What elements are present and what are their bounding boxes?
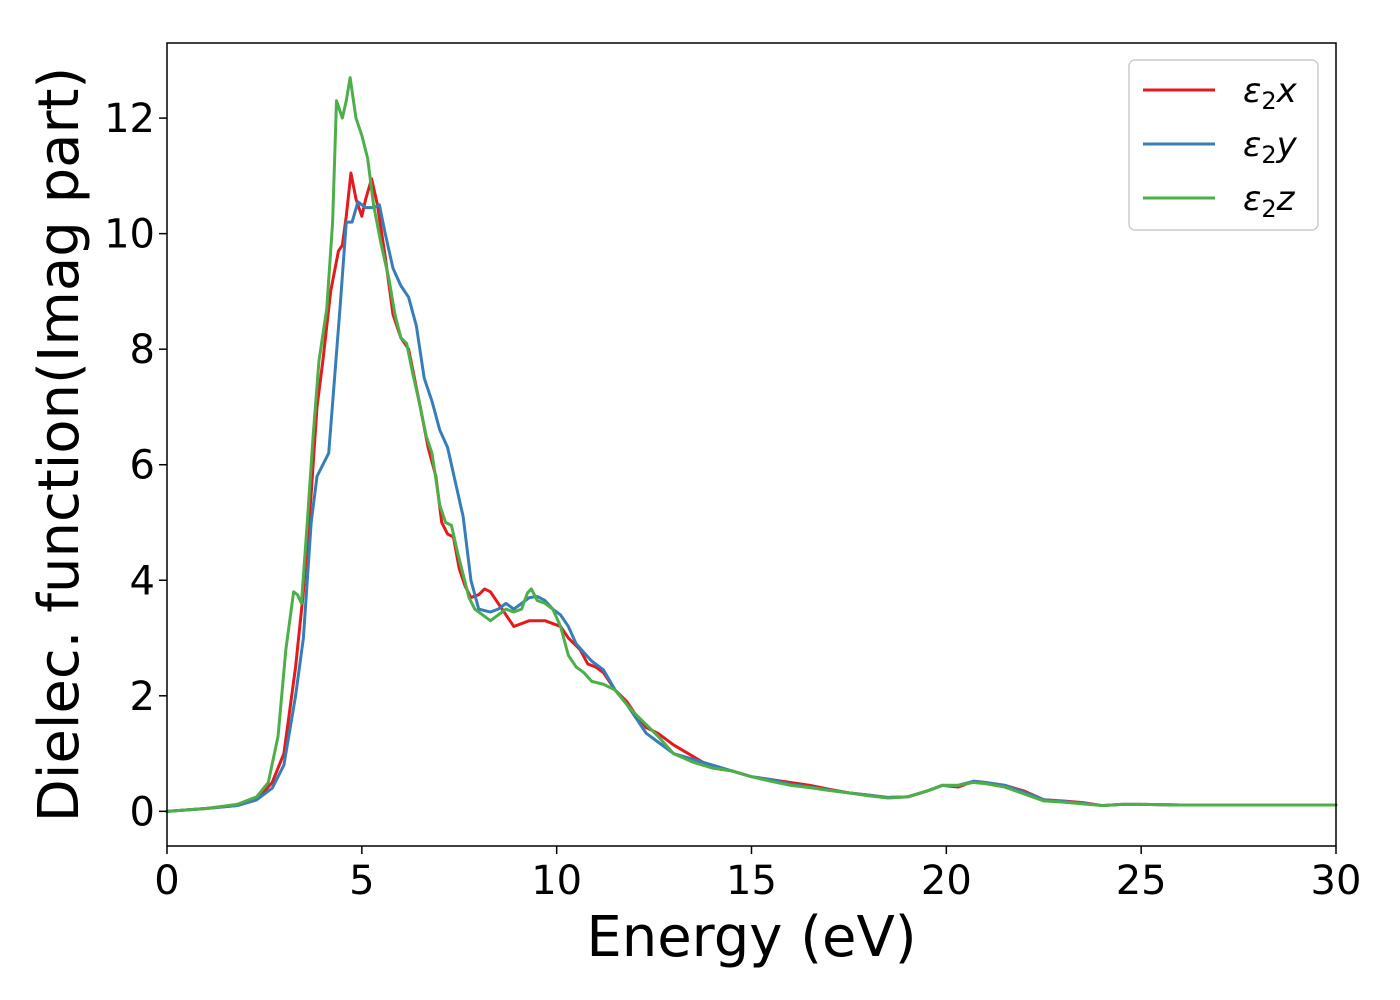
x-tick-label: 20 <box>921 858 972 904</box>
legend-label: ε2x <box>1243 71 1298 115</box>
series-layer <box>165 76 1338 813</box>
ticks-layer: 0 5 10 15 20 25 30 0 2 4 6 8 10 12 <box>104 96 1361 904</box>
legend-item-x: ε2x <box>1143 71 1298 115</box>
y-tick-label: 10 <box>104 212 155 258</box>
x-tick-label: 25 <box>1116 858 1167 904</box>
y-tick-label: 6 <box>130 443 155 489</box>
legend-item-y: ε2y <box>1143 125 1298 169</box>
legend-item-z: ε2z <box>1143 179 1296 223</box>
legend: ε2x ε2y ε2z <box>1128 59 1319 231</box>
x-tick-label: 5 <box>349 858 374 904</box>
y-axis-title: Dielec. function(Imag part) <box>27 67 92 823</box>
x-tick-label: 10 <box>531 858 582 904</box>
plot-frame <box>166 42 1337 847</box>
y-tick-label: 12 <box>104 96 155 142</box>
x-axis-title: Energy (eV) <box>586 905 916 970</box>
x-tick-label: 30 <box>1311 858 1362 904</box>
legend-box <box>1128 59 1319 231</box>
series-line-z <box>165 76 1338 813</box>
y-tick-label: 4 <box>130 558 155 604</box>
y-tick-label: 8 <box>130 327 155 373</box>
y-tick-label: 0 <box>130 789 155 835</box>
x-tick-label: 0 <box>154 858 179 904</box>
y-tick-label: 2 <box>130 674 155 720</box>
legend-label: ε2y <box>1243 125 1298 169</box>
x-tick-label: 15 <box>726 858 777 904</box>
legend-label: ε2z <box>1243 179 1296 223</box>
